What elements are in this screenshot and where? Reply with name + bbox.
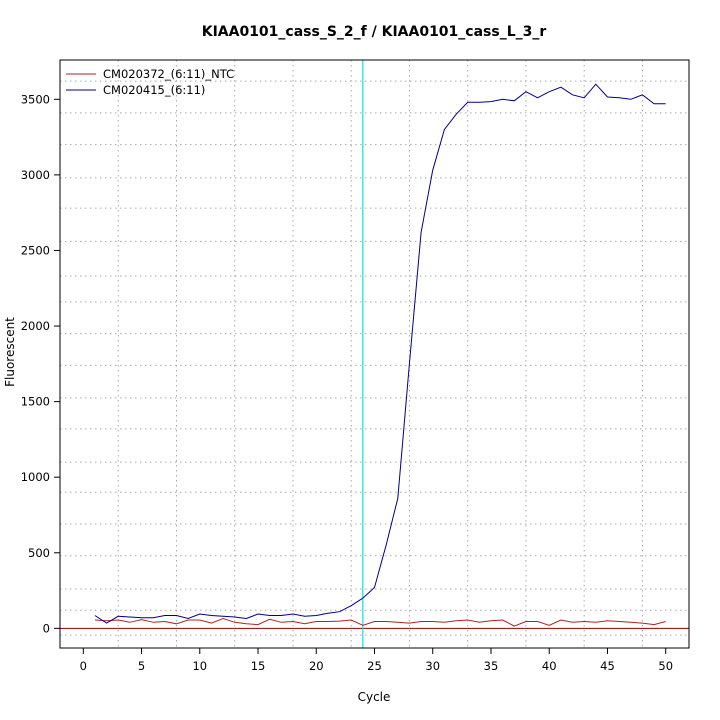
y-tick-label: 1000 xyxy=(21,470,50,484)
x-tick-label: 30 xyxy=(425,659,440,673)
x-tick-label: 20 xyxy=(309,659,324,673)
y-tick-label: 2000 xyxy=(21,319,50,333)
axes: 0 5 10 15 20 25 30 35 40 45 5005001000150020002500… xyxy=(21,92,673,673)
data-series xyxy=(94,83,666,627)
y-tick-label: 1500 xyxy=(21,395,50,409)
x-tick-label: 25 xyxy=(367,659,382,673)
series-line-1 xyxy=(94,617,666,627)
legend-label: CM020415_(6:11) xyxy=(103,83,205,97)
x-tick-label: 0 xyxy=(80,659,87,673)
x-tick-label: 15 xyxy=(251,659,266,673)
x-tick-label: 5 xyxy=(138,659,145,673)
x-axis-label: Cycle xyxy=(358,690,391,704)
y-tick-label: 2500 xyxy=(21,243,50,257)
y-tick-label: 500 xyxy=(28,546,50,560)
y-tick-label: 3500 xyxy=(21,92,50,106)
y-tick-label: 0 xyxy=(43,621,50,635)
legend-label: CM020372_(6:11)_NTC xyxy=(103,67,234,81)
reference-lines xyxy=(60,60,689,648)
y-axis-label: Fluorescent xyxy=(3,317,17,387)
x-tick-label: 40 xyxy=(542,659,557,673)
y-tick-label: 3000 xyxy=(21,168,50,182)
gridlines xyxy=(60,60,689,648)
legend: CM020372_(6:11)_NTC CM020415_(6:11) xyxy=(66,67,234,97)
x-tick-label: 35 xyxy=(484,659,499,673)
x-tick-label: 50 xyxy=(658,659,673,673)
x-tick-label: 10 xyxy=(192,659,207,673)
x-tick-label: 45 xyxy=(600,659,615,673)
plot-frame xyxy=(59,59,690,649)
series-line-2 xyxy=(94,83,666,624)
chart-title: KIAA0101_cass_S_2_f / KIAA0101_cass_L_3_… xyxy=(202,24,547,40)
